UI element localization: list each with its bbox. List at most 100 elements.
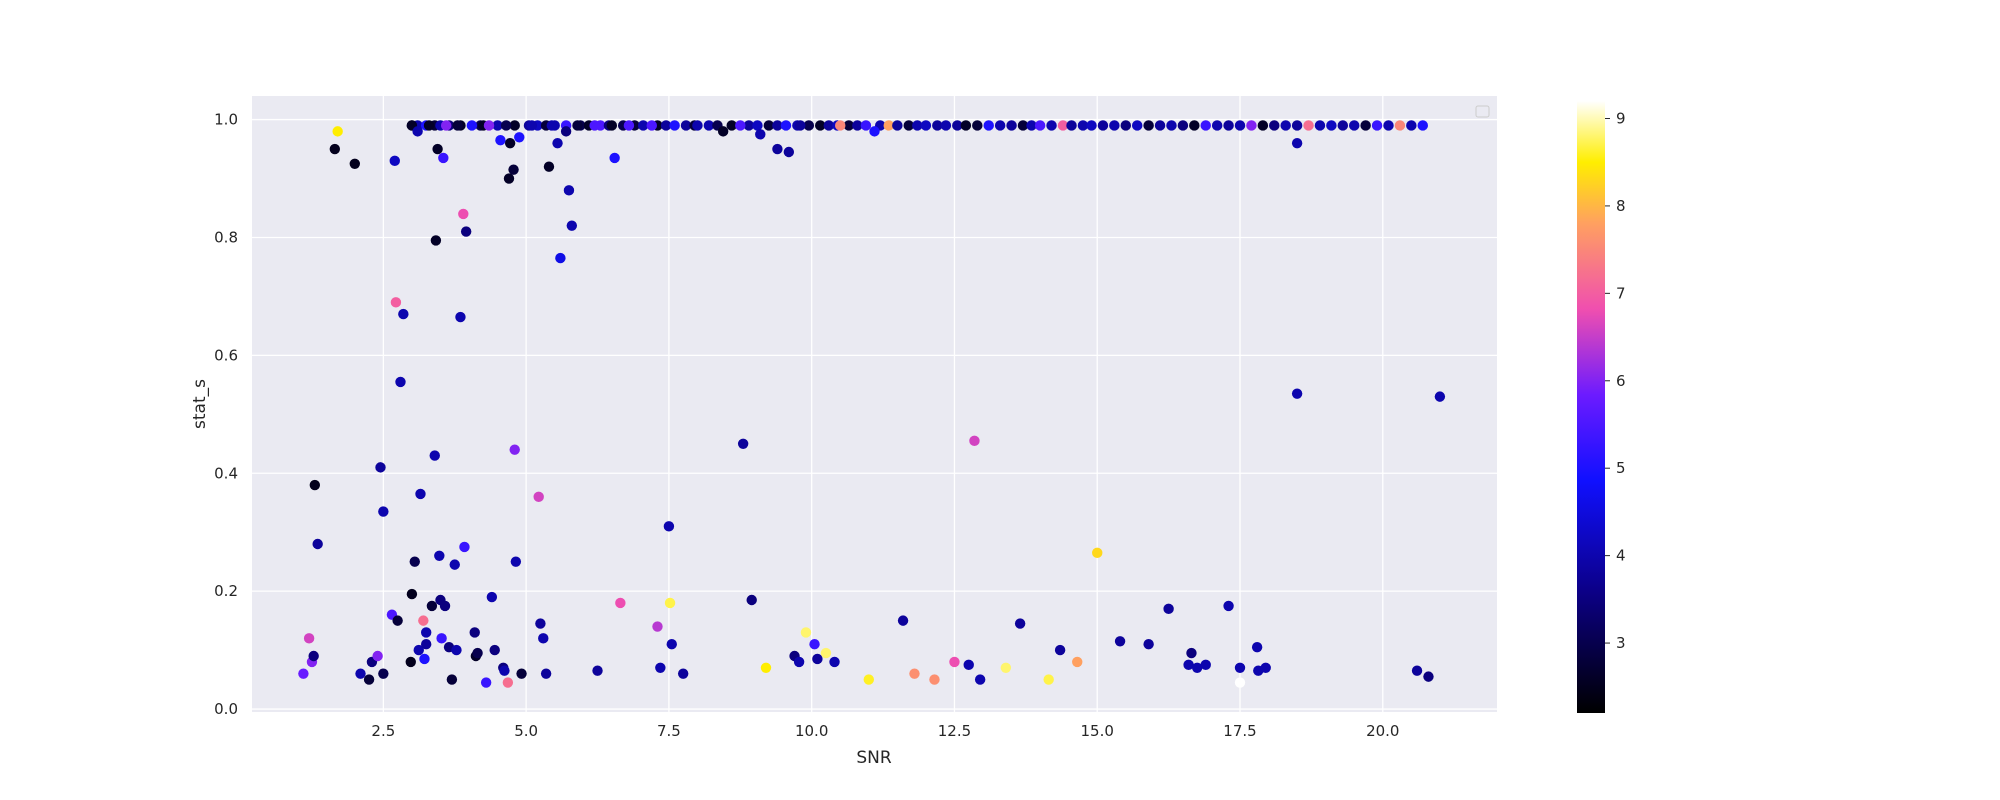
data-point xyxy=(563,185,575,196)
x-tick-label: 10.0 xyxy=(795,722,828,740)
plot-background xyxy=(252,96,1497,712)
data-point xyxy=(1234,662,1246,673)
data-point xyxy=(418,615,429,626)
data-point xyxy=(892,120,903,131)
data-point xyxy=(446,674,458,685)
data-point xyxy=(793,656,805,668)
y-tick-label: 0.6 xyxy=(214,346,238,364)
data-point xyxy=(663,521,675,532)
data-point xyxy=(460,226,472,237)
data-points xyxy=(298,120,1446,688)
data-point xyxy=(860,120,872,131)
data-point xyxy=(1423,671,1434,682)
data-point xyxy=(592,665,603,676)
colorbar-tick-label: 9 xyxy=(1616,109,1626,127)
data-point xyxy=(974,674,986,685)
data-point xyxy=(533,491,544,503)
data-point xyxy=(903,120,914,131)
data-point xyxy=(423,120,435,131)
data-point xyxy=(1014,618,1026,629)
data-point xyxy=(349,158,360,169)
data-point xyxy=(655,662,666,673)
data-point xyxy=(780,120,792,131)
data-point xyxy=(1163,603,1174,615)
data-point xyxy=(392,615,403,626)
legend-box[interactable] xyxy=(1475,105,1490,118)
data-point xyxy=(1086,120,1097,131)
data-point xyxy=(1246,120,1257,131)
data-point xyxy=(606,120,617,131)
data-point xyxy=(963,659,974,671)
data-point xyxy=(406,588,418,600)
data-point xyxy=(883,120,894,131)
data-point xyxy=(680,120,692,131)
data-point xyxy=(1043,674,1054,685)
data-point xyxy=(623,120,635,131)
data-point xyxy=(436,633,447,644)
data-point xyxy=(540,668,552,679)
data-point xyxy=(1223,600,1234,612)
data-point xyxy=(1234,120,1246,131)
y-tick-label: 0.8 xyxy=(214,228,238,246)
data-point xyxy=(303,633,315,644)
data-point xyxy=(420,627,432,638)
data-point xyxy=(355,668,366,679)
colorbar-ticks: 3 4 5 6 7 8 9 xyxy=(1605,109,1626,652)
data-point xyxy=(372,650,383,662)
data-point xyxy=(1411,665,1423,676)
data-point xyxy=(812,653,823,665)
data-point xyxy=(1120,120,1131,131)
data-point xyxy=(1326,120,1337,131)
data-point xyxy=(1109,120,1120,131)
data-point xyxy=(483,120,495,131)
colorbar-tick-label: 4 xyxy=(1616,547,1626,565)
data-point xyxy=(1143,120,1154,131)
data-point xyxy=(486,591,498,603)
data-point xyxy=(809,639,820,650)
data-point xyxy=(398,308,409,320)
data-point xyxy=(412,126,423,137)
data-point xyxy=(309,479,321,491)
data-point xyxy=(1092,547,1103,559)
data-point xyxy=(1269,120,1280,131)
data-point xyxy=(409,556,420,567)
grid-lines xyxy=(252,96,1497,712)
data-point xyxy=(735,120,746,131)
data-point xyxy=(1189,120,1200,131)
data-point xyxy=(492,120,503,131)
data-point xyxy=(1291,120,1303,131)
data-point xyxy=(502,677,514,688)
data-point xyxy=(743,120,755,131)
data-point xyxy=(1303,120,1314,131)
y-tick-label: 0.2 xyxy=(214,582,238,600)
data-point xyxy=(298,668,309,679)
data-point xyxy=(1066,120,1077,131)
data-point xyxy=(1054,644,1066,656)
data-point xyxy=(1183,659,1194,671)
data-point xyxy=(717,126,729,137)
data-point xyxy=(375,462,386,473)
data-point xyxy=(726,120,737,131)
data-point xyxy=(312,538,323,550)
data-point xyxy=(994,120,1006,131)
data-point xyxy=(535,618,546,629)
colorbar-tick-label: 6 xyxy=(1616,372,1626,390)
data-point xyxy=(920,120,932,131)
data-point xyxy=(499,665,510,676)
data-point xyxy=(508,164,519,175)
data-point xyxy=(852,120,863,131)
data-point xyxy=(615,597,626,609)
colorbar-tick-label: 8 xyxy=(1616,197,1626,215)
data-point xyxy=(746,594,757,606)
data-point xyxy=(514,132,525,143)
colorbar-tick-label: 3 xyxy=(1616,634,1626,652)
data-point xyxy=(940,120,952,131)
data-point xyxy=(1291,137,1303,149)
data-point xyxy=(438,152,449,164)
data-point xyxy=(390,297,402,308)
data-point xyxy=(566,220,578,231)
data-point xyxy=(459,541,470,553)
data-point xyxy=(1166,120,1177,131)
data-point xyxy=(646,120,657,131)
